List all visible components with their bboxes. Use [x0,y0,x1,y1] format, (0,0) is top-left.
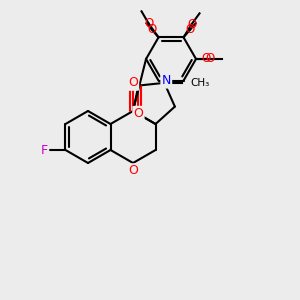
Text: O: O [185,23,195,36]
Text: F: F [41,143,48,157]
Text: O: O [147,23,157,36]
Text: O: O [134,107,143,120]
Text: O: O [144,17,153,30]
Text: O: O [134,107,143,120]
Text: N: N [162,74,171,87]
Text: F: F [41,143,48,157]
Text: O: O [206,52,215,65]
Text: N: N [162,74,171,87]
Text: O: O [187,18,196,31]
Text: O: O [128,164,138,178]
Text: O: O [128,76,138,89]
Text: O: O [128,76,138,89]
Text: O: O [128,164,138,178]
Text: O: O [201,52,211,65]
Text: CH₃: CH₃ [190,78,209,88]
